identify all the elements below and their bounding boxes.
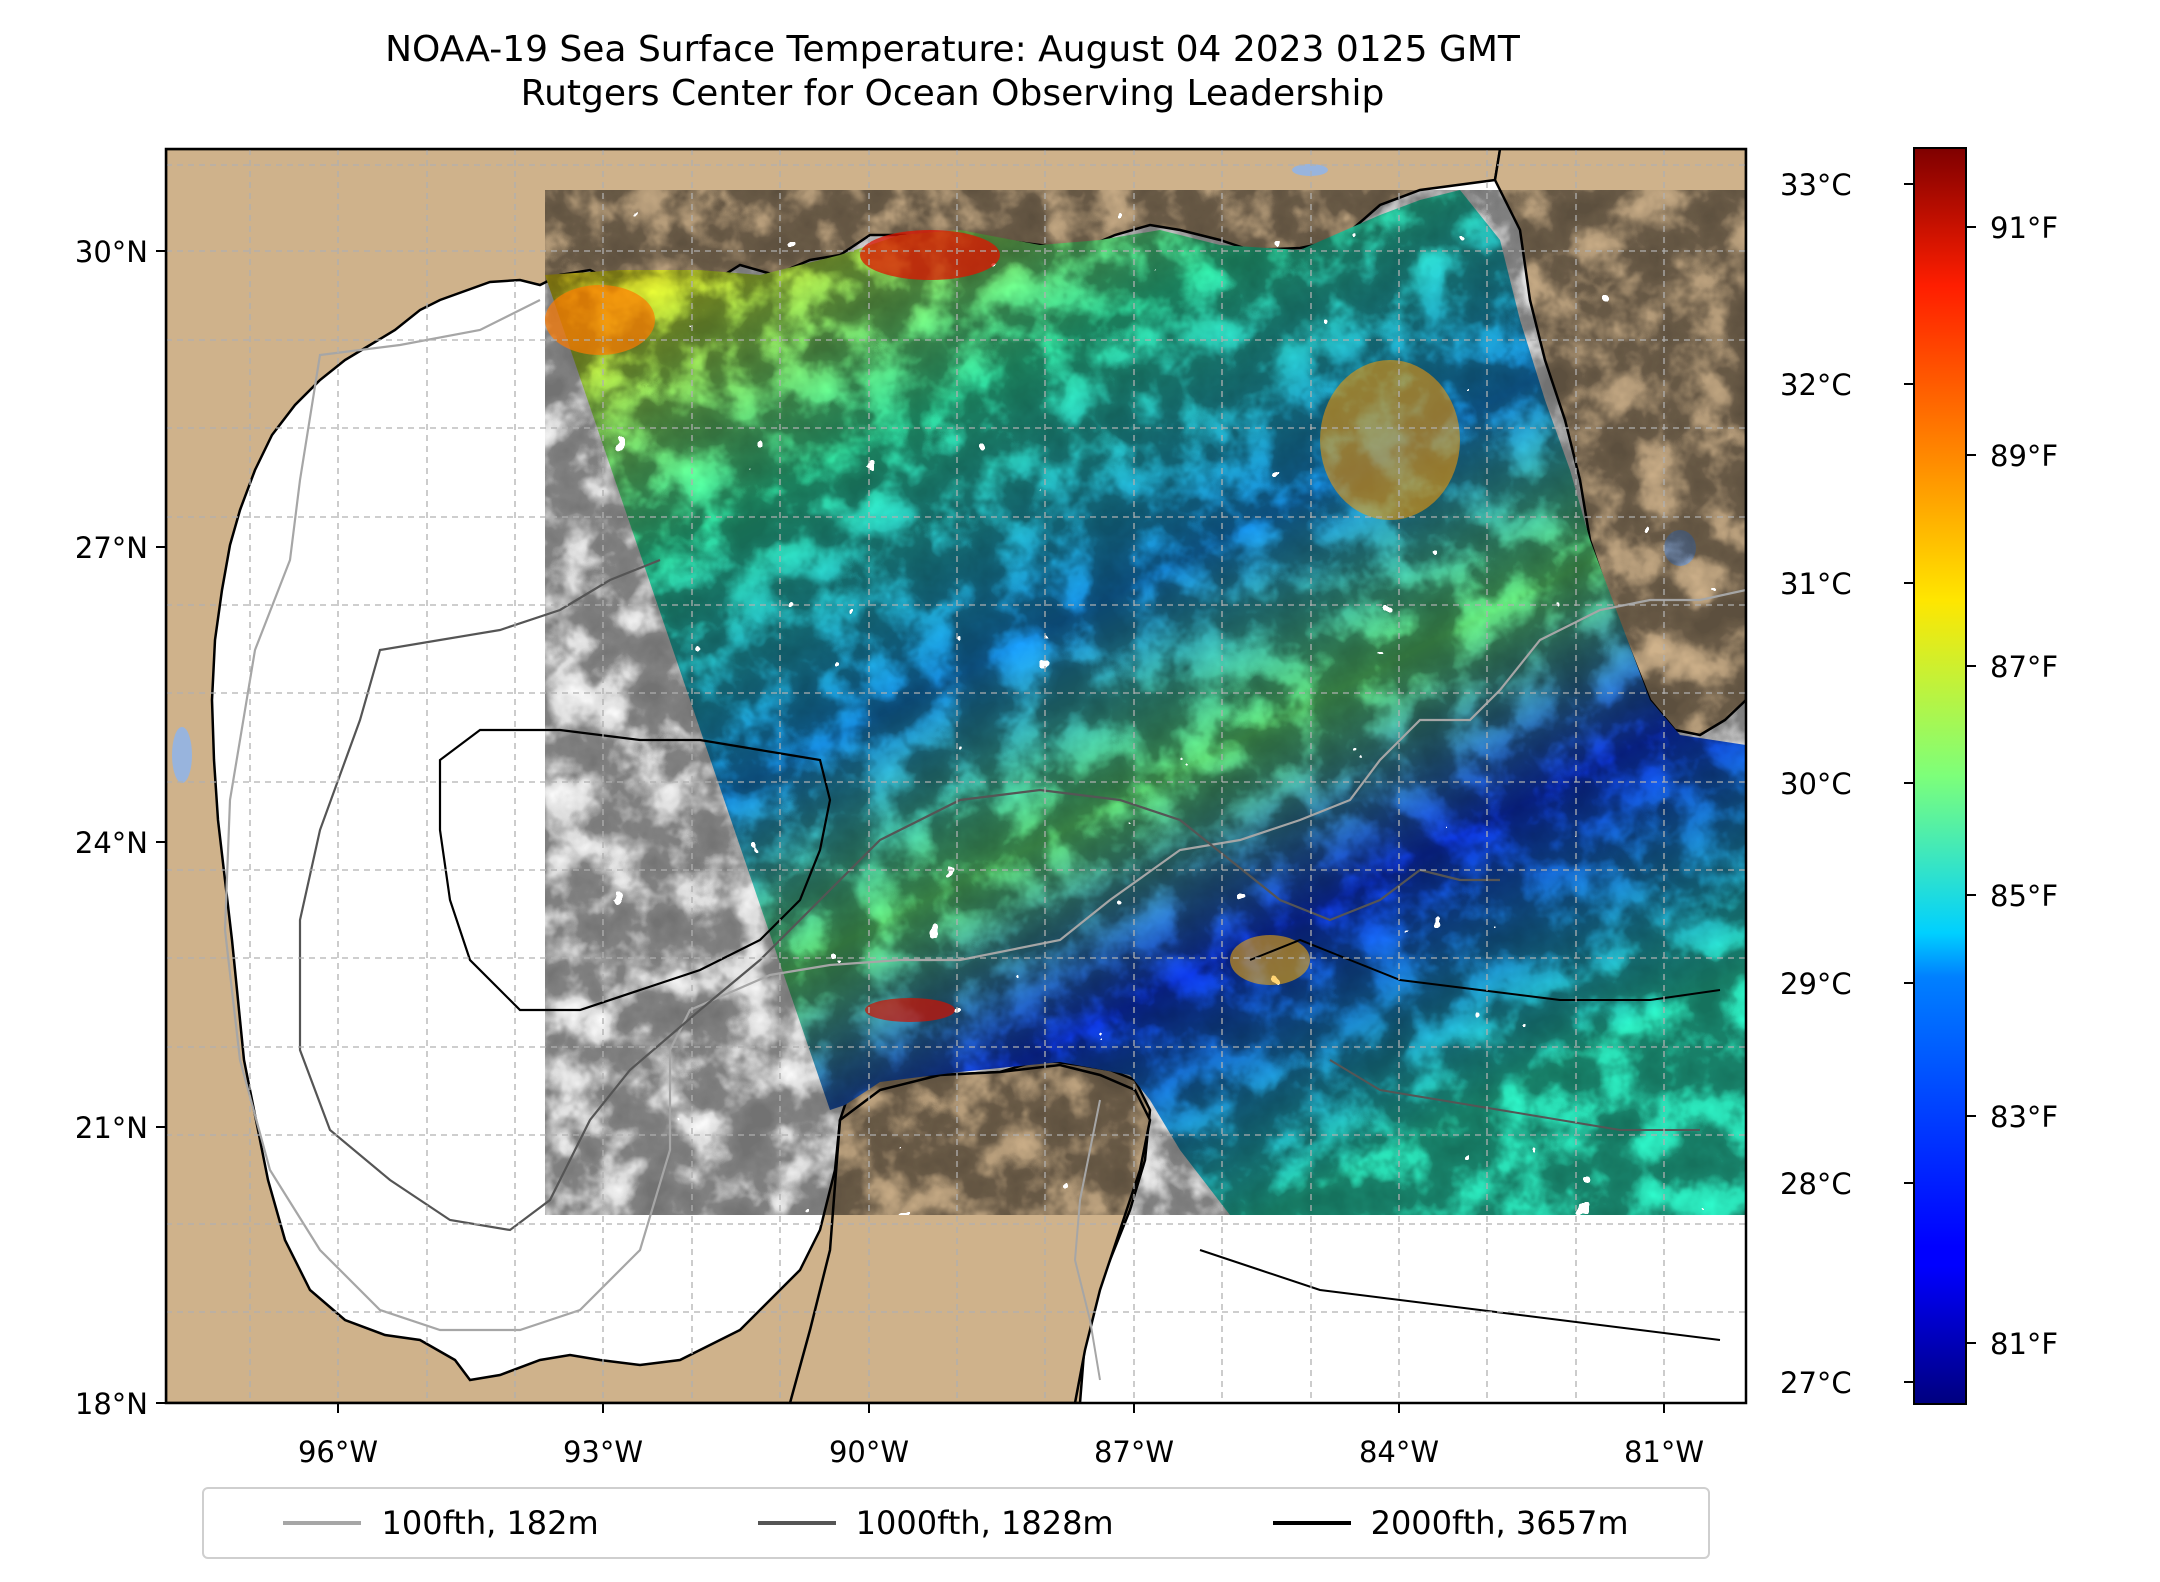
legend-line-100fth [283, 1521, 362, 1525]
colorbar-c-33: 33°C [1780, 168, 1852, 202]
legend-item-2000fth: 2000fth, 3657m [1272, 1504, 1629, 1542]
colorbar-c-32: 32°C [1780, 368, 1852, 402]
colorbar-f-85: 85°F [1990, 879, 2058, 913]
contour-1000fth [298, 558, 1500, 1232]
lat-tick-27: 27°N [75, 531, 148, 565]
colorbar-c-31: 31°C [1780, 567, 1852, 601]
lon-axis [337, 1403, 1665, 1413]
colorbar-f-83: 83°F [1990, 1100, 2058, 1134]
legend-line-2000fth [1272, 1521, 1351, 1525]
lat-tick-24: 24°N [75, 826, 148, 860]
lon-tick-87: 87°W [1094, 1435, 1174, 1469]
lon-tick-84: 84°W [1359, 1435, 1439, 1469]
lat-tick-21: 21°N [75, 1111, 148, 1145]
colorbar-celsius-ticks [1904, 183, 1914, 1383]
legend-label-100fth: 100fth, 182m [381, 1504, 599, 1542]
contour-legend: 100fth, 182m 1000fth, 1828m 2000fth, 365… [202, 1487, 1710, 1559]
lon-tick-96: 96°W [298, 1435, 378, 1469]
colorbar [1913, 147, 1967, 1405]
title-line-2: Rutgers Center for Ocean Observing Leade… [520, 73, 1385, 114]
contour-100fth [223, 299, 1746, 1332]
colorbar-f-87: 87°F [1990, 650, 2058, 684]
colorbar-fahrenheit-ticks [1966, 226, 1976, 1344]
legend-label-1000fth: 1000fth, 1828m [855, 1504, 1114, 1542]
title-line-1: NOAA-19 Sea Surface Temperature: August … [385, 29, 1520, 70]
colorbar-f-89: 89°F [1990, 439, 2058, 473]
land-yucatan [788, 1063, 1152, 1403]
contour-2000fth [438, 728, 832, 1012]
colorbar-f-81: 81°F [1990, 1327, 2058, 1361]
legend-item-1000fth: 1000fth, 1828m [757, 1504, 1114, 1542]
legend-label-2000fth: 2000fth, 3657m [1370, 1504, 1629, 1542]
colorbar-c-30: 30°C [1780, 767, 1852, 801]
chart-title: NOAA-19 Sea Surface Temperature: August … [0, 28, 1905, 116]
lake-louisiana [1292, 164, 1328, 176]
lon-tick-81: 81°W [1624, 1435, 1704, 1469]
lake-okeechobee [1664, 530, 1696, 566]
colorbar-c-28: 28°C [1780, 1167, 1852, 1201]
lon-tick-90: 90°W [829, 1435, 909, 1469]
lon-tick-93: 93°W [563, 1435, 643, 1469]
lat-tick-30: 30°N [75, 235, 148, 269]
colorbar-f-91: 91°F [1990, 211, 2058, 245]
legend-line-1000fth [757, 1521, 836, 1525]
colorbar-c-27: 27°C [1780, 1366, 1852, 1400]
lat-tick-18: 18°N [75, 1387, 148, 1421]
lake-texas [172, 727, 192, 783]
colorbar-c-29: 29°C [1780, 967, 1852, 1001]
sst-swath [545, 190, 1746, 1403]
lat-axis [156, 250, 166, 1404]
legend-item-100fth: 100fth, 182m [283, 1504, 599, 1542]
map-frame [164, 147, 1748, 1405]
bathymetry-contours [223, 299, 1746, 1381]
map-gridlines [166, 149, 1746, 1403]
map-panel [166, 149, 1746, 1403]
